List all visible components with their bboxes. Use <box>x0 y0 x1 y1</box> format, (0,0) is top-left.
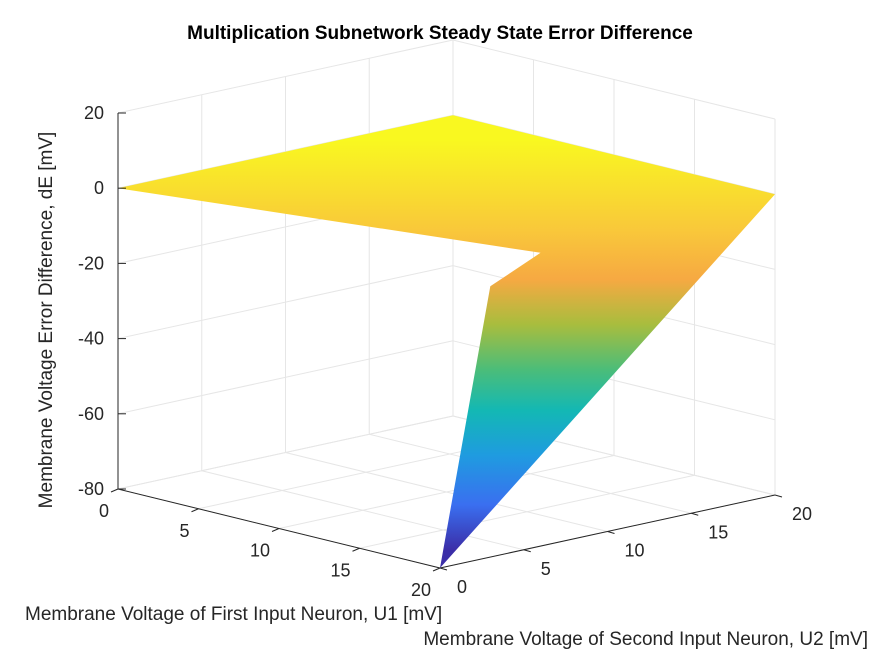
floor-grid-line <box>201 470 524 551</box>
wall-grid-line <box>117 265 454 340</box>
wall-grid-line <box>117 415 454 490</box>
y-tick-mark <box>691 512 699 516</box>
x-tick-label: 15 <box>330 560 350 580</box>
y-axis-label: Membrane Voltage of Second Input Neuron,… <box>423 629 868 650</box>
z-tick-label: 20 <box>84 103 104 123</box>
y-tick-label: 10 <box>625 541 645 561</box>
wall-grid-line <box>452 39 776 120</box>
z-tick-label: 0 <box>94 178 104 198</box>
y-tick-label: 15 <box>708 522 728 542</box>
floor-grid-line <box>285 452 608 532</box>
surface-patch <box>118 115 775 568</box>
wall-grid-line <box>117 39 454 114</box>
y-tick-label: 20 <box>792 504 812 524</box>
x-tick-label: 10 <box>250 541 270 561</box>
x-tick-label: 5 <box>179 521 189 541</box>
chart-title: Multiplication Subnetwork Steady State E… <box>187 23 693 44</box>
x-tick-mark <box>191 508 199 513</box>
y-tick-label: 5 <box>541 559 551 579</box>
floor-grid-line <box>369 433 692 514</box>
x-tick-label: 20 <box>411 580 431 600</box>
y-tick-mark <box>439 567 448 571</box>
x-tick-mark <box>352 547 360 552</box>
surface <box>118 115 775 568</box>
z-tick-label: -20 <box>78 253 104 273</box>
y-tick-mark <box>774 494 783 498</box>
y-tick-label: 0 <box>457 577 467 597</box>
z-tick-label: -60 <box>78 404 104 424</box>
x-tick-mark <box>110 488 119 493</box>
x-tick-mark <box>271 528 280 532</box>
z-tick-label: -80 <box>78 479 104 499</box>
wall-grid-line <box>117 340 454 415</box>
x-tick-mark <box>432 567 441 572</box>
y-tick-mark <box>607 531 615 534</box>
z-tick-label: -40 <box>78 329 104 349</box>
y-tick-mark <box>523 549 531 553</box>
x-tick-label: 0 <box>99 501 109 521</box>
z-axis-label: Membrane Voltage Error Difference, dE [m… <box>36 132 57 509</box>
x-axis-label: Membrane Voltage of First Input Neuron, … <box>25 604 442 625</box>
